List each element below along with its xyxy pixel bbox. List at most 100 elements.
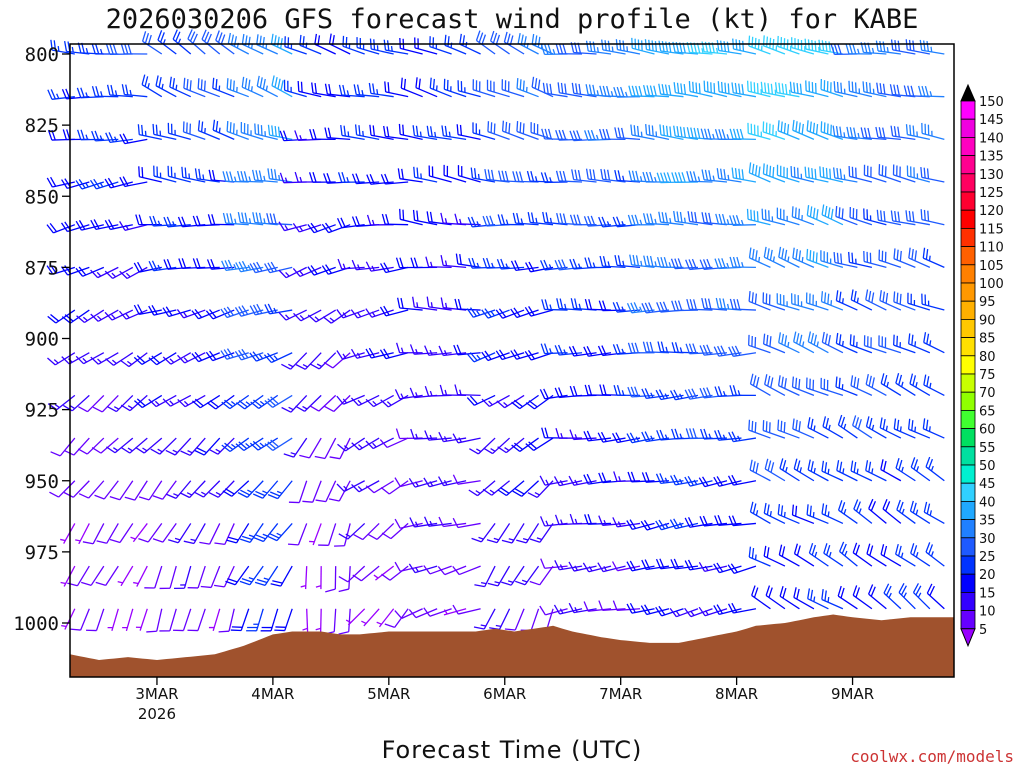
wind-barb <box>148 304 177 316</box>
wind-barb <box>399 37 423 55</box>
wind-barb <box>183 523 206 545</box>
colorbar-swatch <box>960 300 976 320</box>
wind-barb <box>50 39 75 55</box>
wind-barb <box>497 214 525 226</box>
wind-barb <box>673 82 699 98</box>
wind-barb <box>643 85 670 98</box>
colorbar-swatch <box>960 191 976 211</box>
colorbar-swatch <box>960 519 976 539</box>
colorbar-swatch <box>960 573 976 593</box>
wind-barb <box>338 566 351 593</box>
colorbar-top-arrow <box>960 83 976 102</box>
wind-barb <box>713 345 742 357</box>
wind-barb <box>685 428 713 440</box>
colorbar-label: 75 <box>979 368 996 383</box>
wind-barb <box>584 514 612 525</box>
wind-barb <box>727 474 757 486</box>
wind-barb <box>230 608 250 632</box>
wind-barb <box>194 168 220 183</box>
wind-barb <box>878 249 902 268</box>
wind-barb <box>429 77 452 98</box>
wind-barb <box>311 82 336 98</box>
wind-barb <box>731 82 757 98</box>
wind-barb <box>837 585 858 610</box>
wind-barb <box>848 80 873 98</box>
wind-barb <box>583 430 612 442</box>
wind-barb <box>612 600 641 612</box>
wind-barb <box>882 499 902 524</box>
wind-barb <box>585 40 612 55</box>
wind-barb <box>486 79 510 98</box>
wind-barb <box>568 602 597 614</box>
wind-barb <box>554 560 583 571</box>
wind-barb <box>452 433 481 444</box>
wind-barb <box>496 394 525 409</box>
wind-barb <box>778 544 800 567</box>
wind-barb <box>789 81 815 98</box>
x-axis-label: Forecast Time (UTC) <box>382 736 643 764</box>
wind-barb <box>821 589 844 610</box>
wind-barb <box>482 257 510 269</box>
wind-barb <box>315 480 337 503</box>
wind-barb <box>850 460 873 482</box>
wind-barb <box>308 172 336 183</box>
wind-barb <box>776 207 800 226</box>
wind-barb <box>805 80 829 98</box>
wind-barb <box>441 125 467 140</box>
wind-barb <box>806 205 829 226</box>
x-tick-label: 8MAR <box>715 685 758 703</box>
wind-barb <box>883 583 902 610</box>
wind-barb <box>214 523 235 546</box>
wind-barb <box>264 394 293 408</box>
colorbar-label: 40 <box>979 495 996 510</box>
wind-barb <box>373 565 395 581</box>
wind-barb <box>94 480 119 500</box>
wind-barb <box>321 222 351 234</box>
wind-barb <box>540 259 568 271</box>
wind-barb <box>152 123 177 140</box>
wind-barb <box>686 171 713 183</box>
wind-barb <box>761 208 786 226</box>
wind-barb <box>530 122 554 140</box>
wind-barb <box>557 82 583 98</box>
colorbar-label: 135 <box>979 150 1004 165</box>
wind-barb <box>226 120 249 140</box>
colorbar-swatch <box>960 373 976 393</box>
wind-barb <box>315 608 322 632</box>
wind-barb <box>252 480 279 499</box>
wind-barb <box>90 352 119 365</box>
wind-barb <box>495 349 525 361</box>
wind-barb <box>267 522 293 542</box>
wind-barb <box>197 78 220 98</box>
wind-barb <box>791 504 815 525</box>
wind-barb <box>774 82 800 98</box>
wind-barb <box>119 176 148 188</box>
wind-barb <box>117 565 134 587</box>
wind-barb <box>172 29 192 55</box>
wind-barb <box>119 221 148 231</box>
wind-barb <box>865 460 887 482</box>
wind-barb <box>614 254 641 269</box>
wind-barb <box>905 210 930 226</box>
wind-barb <box>295 394 322 412</box>
wind-barb <box>235 260 264 273</box>
wind-barb <box>626 432 655 444</box>
wind-barb <box>379 437 409 449</box>
wind-barb <box>235 437 264 452</box>
wind-barb <box>540 558 568 569</box>
wind-barb <box>46 176 75 188</box>
wind-barb <box>909 500 931 524</box>
wind-barb <box>777 120 800 140</box>
wind-barb <box>167 122 191 140</box>
wind-barb <box>777 419 800 439</box>
wind-barb <box>47 89 75 100</box>
wind-barb <box>481 394 510 407</box>
wind-barb <box>613 385 641 397</box>
wind-barb <box>920 166 945 183</box>
wind-barb <box>627 342 655 354</box>
wind-barb <box>162 394 192 407</box>
wind-barb <box>337 437 366 452</box>
wind-barb <box>468 480 496 497</box>
wind-barb <box>350 348 380 359</box>
wind-barb <box>504 608 525 631</box>
